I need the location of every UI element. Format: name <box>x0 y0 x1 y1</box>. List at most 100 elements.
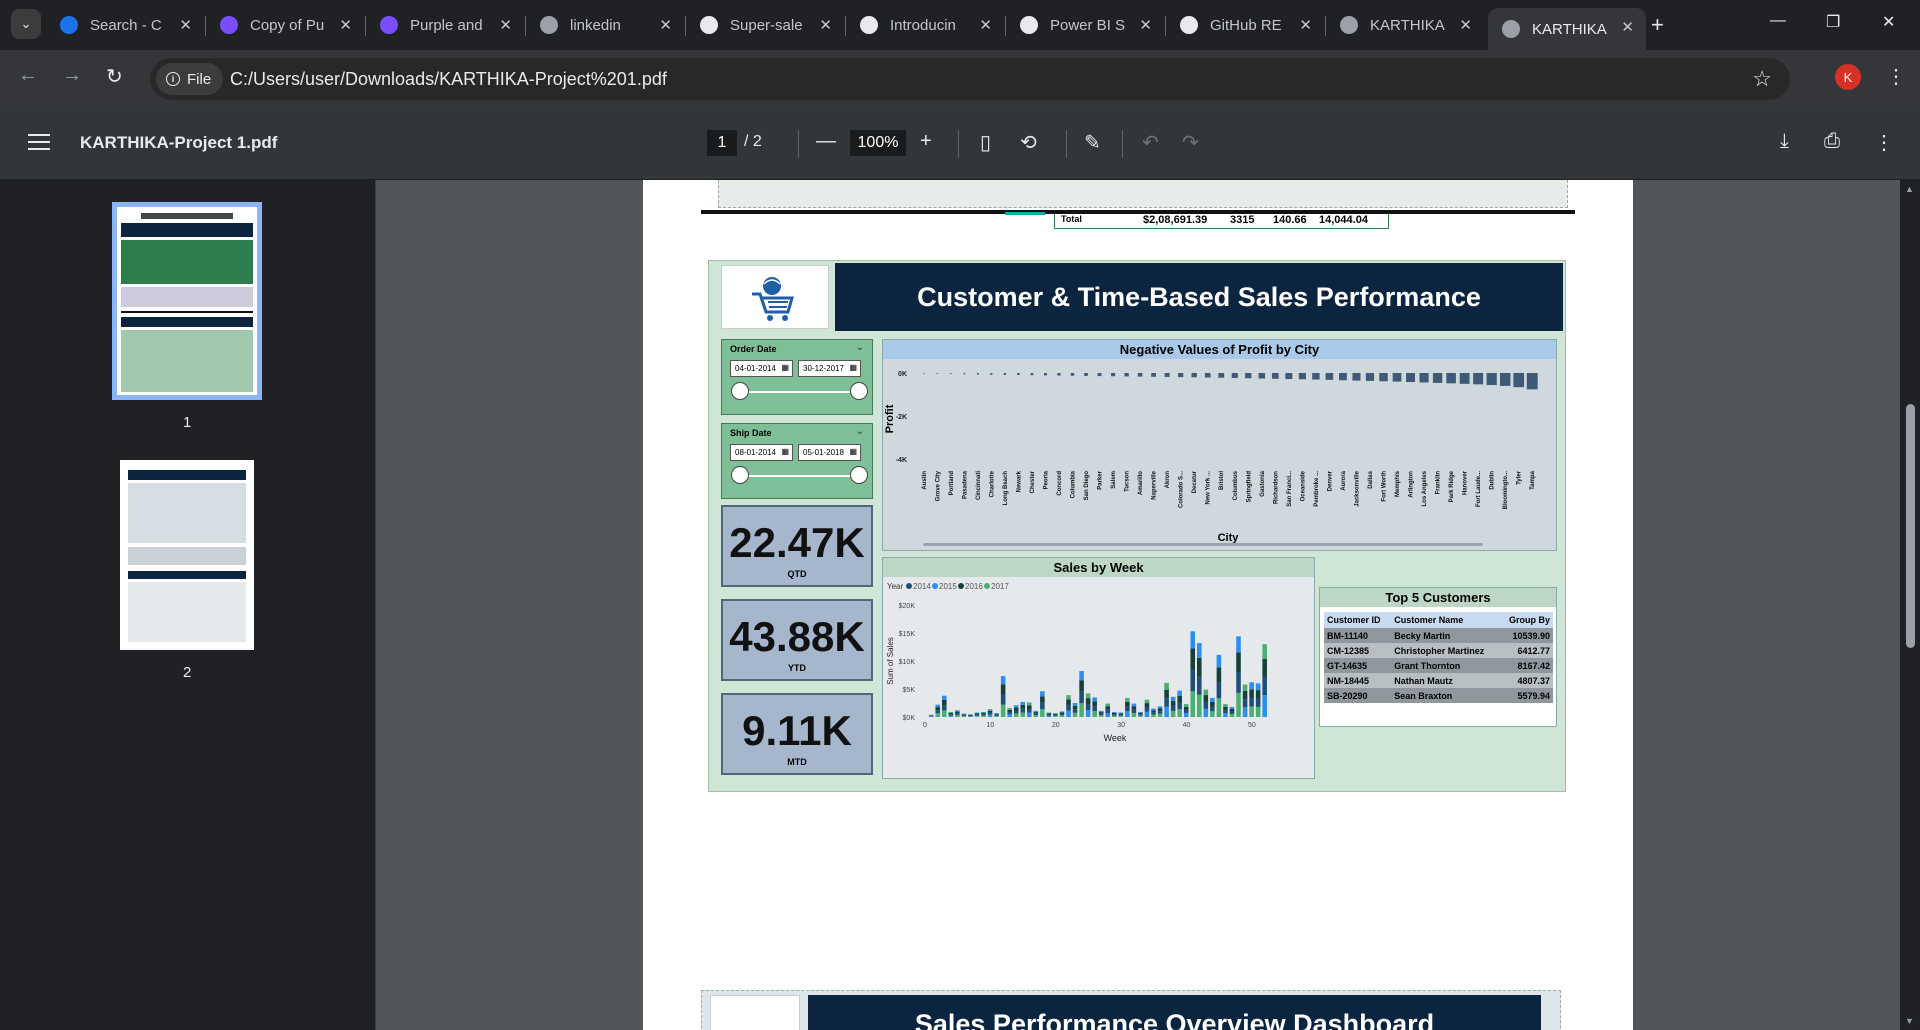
tab-strip: ⌄ Search - C ✕ Copy of Pu ✕ Purple and ✕ linke… <box>0 0 1920 50</box>
close-tab-icon[interactable]: ✕ <box>499 17 512 34</box>
annotate-icon[interactable]: ✎ <box>1084 132 1101 154</box>
total-avg: 140.66 <box>1273 214 1307 226</box>
browser-tab[interactable]: Purple and ✕ <box>366 8 524 42</box>
customers-table: Customer ID Customer Name Group By BM-11… <box>1324 612 1553 703</box>
order-date-to[interactable]: 30-12-2017 ▦ <box>798 360 861 377</box>
x-tick-label: Newark <box>1016 470 1022 492</box>
browser-tab[interactable]: Introducin ✕ <box>846 8 1004 42</box>
forward-button[interactable]: → <box>62 64 82 86</box>
bar <box>963 373 966 375</box>
bar-segment <box>1000 684 1006 695</box>
browser-tab[interactable]: Super-sale ✕ <box>686 8 844 42</box>
tab-search-button[interactable]: ⌄ <box>11 9 41 39</box>
kpi-value: 9.11K <box>742 707 852 754</box>
browser-tab[interactable]: linkedin ✕ <box>526 8 684 42</box>
redo-icon[interactable]: ↷ <box>1182 132 1199 154</box>
close-tab-icon[interactable]: ✕ <box>819 17 832 34</box>
ship-date-from[interactable]: 08-01-2014 ▦ <box>730 444 793 461</box>
close-tab-icon[interactable]: ✕ <box>1621 19 1634 36</box>
browser-tab[interactable]: GitHub RE ✕ <box>1166 8 1324 42</box>
zoom-input[interactable]: 100% <box>850 130 906 156</box>
minimize-button[interactable]: — <box>1770 12 1786 29</box>
pdf-viewer[interactable]: Total $2,08,691.39 3315 140.66 14,044.04 <box>376 180 1900 1030</box>
page-thumbnail-2[interactable] <box>120 460 254 650</box>
zoom-out-icon[interactable]: — <box>816 130 836 152</box>
viewer-scrollbar[interactable]: ▲ ▼ <box>1900 180 1920 1030</box>
download-icon[interactable]: ⤓ <box>1780 130 1789 152</box>
bar-segment <box>1164 698 1169 707</box>
site-info-chip[interactable]: i File <box>156 63 224 95</box>
fit-page-icon[interactable]: ▯ <box>980 132 992 154</box>
bar-segment <box>1203 689 1209 696</box>
new-tab-button[interactable]: + <box>1651 12 1664 37</box>
cart-globe-logo-icon <box>710 995 800 1030</box>
browser-menu-icon[interactable]: ⋮ <box>1886 66 1906 88</box>
more-actions-icon[interactable]: ⋮ <box>1874 132 1894 154</box>
browser-tab[interactable]: KARTHIKA ✕ <box>1488 8 1646 50</box>
bar <box>1473 373 1484 385</box>
bookmark-star-icon[interactable]: ☆ <box>1752 66 1772 91</box>
bar-segment <box>1249 697 1254 707</box>
restore-button[interactable]: ❐ <box>1826 14 1841 31</box>
address-bar[interactable]: i File C:/Users/user/Downloads/KARTHIKA-… <box>150 58 1790 100</box>
order-date-end-handle[interactable] <box>850 382 868 400</box>
bar-segment <box>1151 710 1156 713</box>
back-button[interactable]: ← <box>18 64 38 86</box>
horizontal-scrollbar[interactable] <box>923 543 1483 546</box>
close-tab-icon[interactable]: ✕ <box>179 17 192 34</box>
legend-entry: 2016 <box>965 582 983 591</box>
page-thumbnail-1[interactable] <box>112 202 262 400</box>
x-tick-label: Franklin <box>1436 471 1442 495</box>
chevron-down-icon[interactable]: ⌄ <box>855 426 864 437</box>
ship-date-to[interactable]: 05-01-2018 ▦ <box>798 444 861 461</box>
bar-segment <box>1255 698 1261 707</box>
bar <box>1204 373 1211 378</box>
legend-marker <box>906 583 912 589</box>
order-date-from[interactable]: 04-01-2014 ▦ <box>730 360 793 377</box>
browser-tab[interactable]: Power BI S ✕ <box>1006 8 1164 42</box>
print-icon[interactable]: ⎙ <box>1824 130 1840 152</box>
close-tab-icon[interactable]: ✕ <box>1299 17 1312 34</box>
scrollbar-thumb[interactable] <box>1906 404 1915 648</box>
close-tab-icon[interactable]: ✕ <box>339 17 352 34</box>
ship-date-end-handle[interactable] <box>850 466 868 484</box>
bar-segment <box>1216 654 1222 668</box>
undo-icon[interactable]: ↶ <box>1142 132 1159 154</box>
x-tick-label: Denver <box>1327 470 1333 491</box>
y-tick-label: $10K <box>899 659 916 666</box>
zoom-in-icon[interactable]: + <box>920 130 932 152</box>
browser-tab[interactable]: KARTHIKA ✕ <box>1326 8 1484 42</box>
rotate-icon[interactable]: ⟲ <box>1020 132 1037 154</box>
bar-segment <box>1170 700 1176 706</box>
kpi-value: 43.88K <box>729 613 865 660</box>
url-text[interactable]: C:/Users/user/Downloads/KARTHIKA-Project… <box>230 69 667 89</box>
close-tab-icon[interactable]: ✕ <box>659 17 672 34</box>
bar-segment <box>948 711 954 713</box>
close-tab-icon[interactable]: ✕ <box>979 17 992 34</box>
ship-date-start-handle[interactable] <box>731 466 749 484</box>
profile-avatar[interactable]: K <box>1835 64 1861 90</box>
x-tick-label: Salem <box>1111 471 1117 489</box>
close-tab-icon[interactable]: ✕ <box>1459 17 1472 34</box>
table-row: BM-11140 Becky Martin 10539.90 <box>1324 628 1553 643</box>
bar-segment <box>1157 708 1163 712</box>
bar-segment <box>948 714 954 716</box>
browser-tab[interactable]: Copy of Pu ✕ <box>206 8 364 42</box>
reload-button[interactable]: ↻ <box>106 66 123 88</box>
order-date-start-handle[interactable] <box>731 382 749 400</box>
sidebar-menu-icon[interactable] <box>28 134 50 152</box>
ship-date-label: Ship Date <box>730 428 772 438</box>
bar-segment <box>1098 713 1104 716</box>
chevron-down-icon[interactable]: ⌄ <box>855 342 864 353</box>
page-number-input[interactable]: 1 <box>707 130 737 156</box>
x-tick-label: Portland <box>949 471 955 496</box>
browser-tab[interactable]: Search - C ✕ <box>46 8 204 42</box>
bar-segment <box>1138 714 1143 716</box>
bar-segment <box>981 712 986 715</box>
bar <box>1432 373 1443 383</box>
bar-segment <box>1197 643 1202 658</box>
bar <box>1245 373 1252 379</box>
close-tab-icon[interactable]: ✕ <box>1139 17 1152 34</box>
close-window-button[interactable]: ✕ <box>1882 14 1896 31</box>
section-divider <box>701 210 1575 214</box>
